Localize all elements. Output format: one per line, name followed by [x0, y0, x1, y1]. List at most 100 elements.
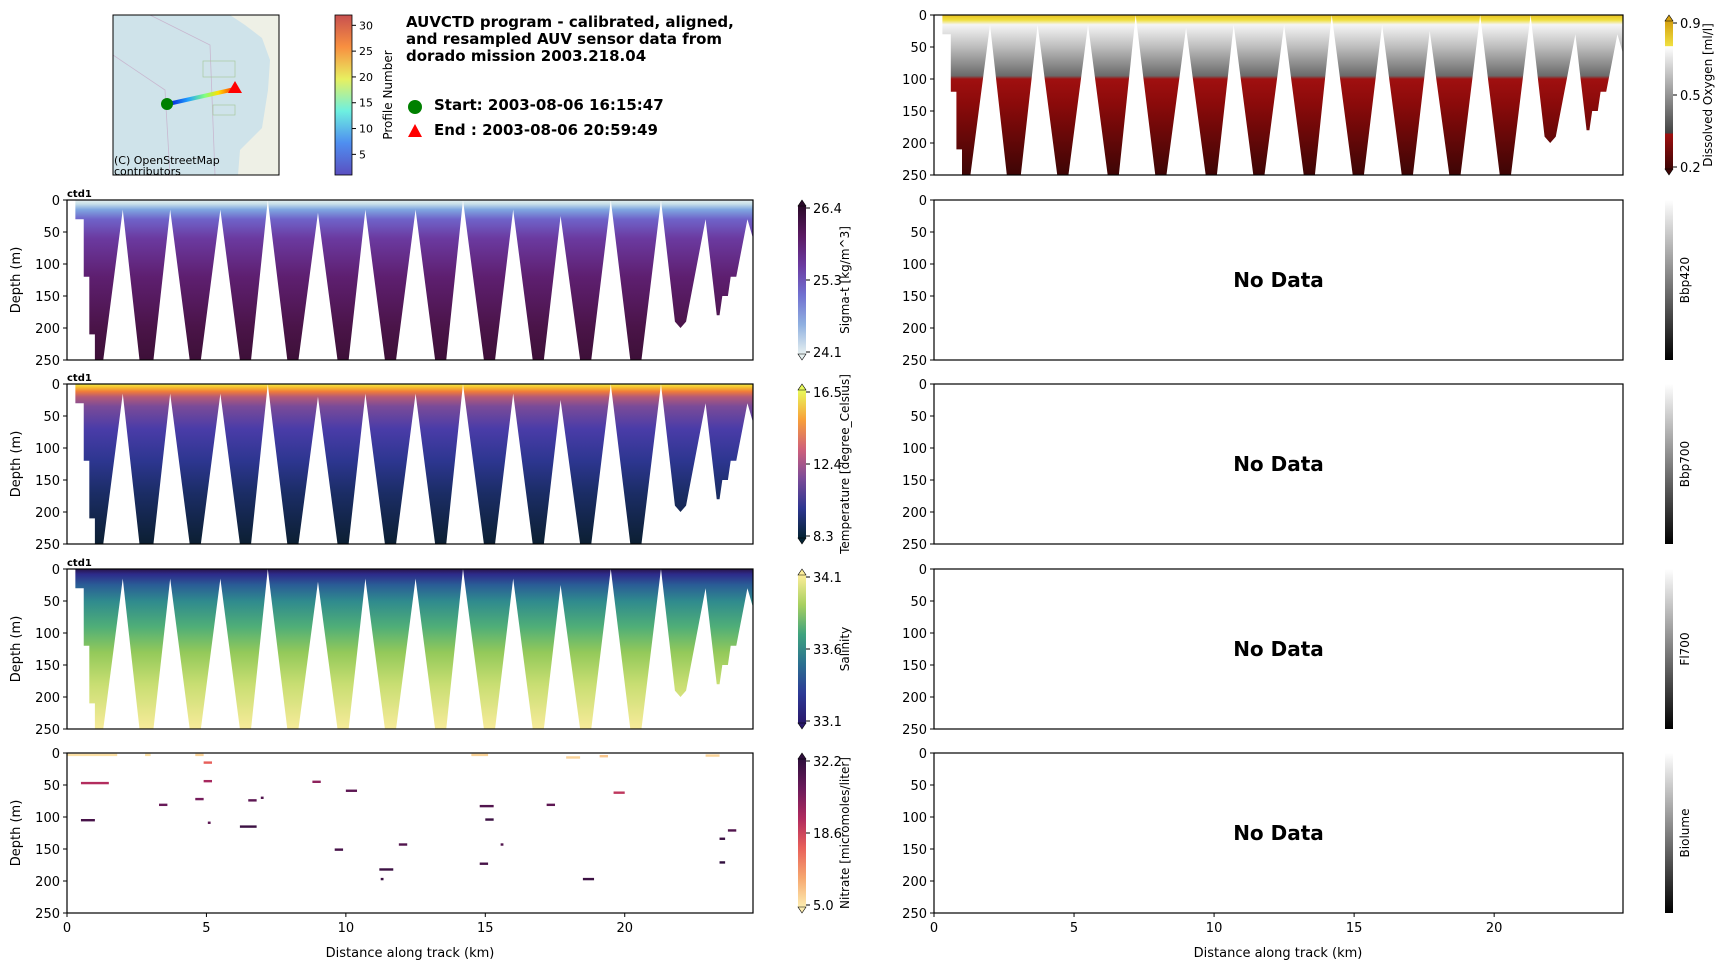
x-axis-label-left: Distance along track (km)	[326, 946, 495, 961]
temperature-colorbar	[798, 390, 806, 538]
panel-temperature: 0 50 100 150 200 250 Depth (m) ctd1 16.5 12.4 8.3 T…	[9, 373, 852, 555]
y-tick-label: 250	[902, 907, 927, 922]
x-tick-label: 10	[1206, 921, 1223, 936]
y-tick-label: 250	[35, 907, 60, 922]
nitrate-sample	[239, 825, 257, 828]
colorbar-tick-label: 24.1	[813, 346, 842, 361]
nitrate-sample	[719, 837, 726, 840]
y-axis-label: Depth (m)	[9, 800, 24, 867]
y-tick-label: 250	[902, 538, 927, 553]
axes-frame	[66, 752, 754, 914]
map-attribution: (C) OpenStreetMap	[114, 154, 220, 167]
colorbar-extend-min	[797, 353, 807, 361]
no-data-message: No Data	[1233, 821, 1324, 845]
instrument-tag: ctd1	[67, 189, 92, 200]
location-map: (C) OpenStreetMap contributors	[112, 14, 280, 178]
y-tick-label: 0	[52, 747, 60, 762]
y-tick-label: 150	[902, 659, 927, 674]
x-tick-label: 0	[930, 921, 938, 936]
colorbar-label: Bbp700	[1678, 441, 1692, 487]
nitrate-sample	[80, 781, 109, 785]
start-marker	[161, 98, 173, 110]
start-time: Start: 2003-08-06 16:15:47	[434, 96, 664, 114]
colorbar-extend-max	[797, 383, 807, 391]
axes-frame	[933, 752, 1624, 914]
nitrate-sample	[145, 753, 151, 757]
colorbar-label: Bbp420	[1678, 257, 1692, 303]
y-tick-label: 200	[35, 875, 60, 890]
instrument-tag: ctd1	[67, 558, 92, 569]
colorbar-label: Nitrate [micromoles/liter]	[838, 757, 852, 909]
nitrate-sample	[260, 796, 264, 799]
y-tick-label: 150	[902, 474, 927, 489]
colorbar-tick-label: 12.4	[813, 458, 842, 473]
colorbar-label: Dissolved Oxygen [ml/l]	[1701, 23, 1715, 167]
y-tick-label: 150	[902, 290, 927, 305]
y-tick-label: 100	[902, 627, 927, 642]
fl700-colorbar	[1665, 569, 1673, 729]
y-tick-label: 200	[902, 506, 927, 521]
y-tick-label: 100	[902, 258, 927, 273]
colorbar-tick-label: 33.1	[813, 715, 842, 730]
colorbar-label: Salinity	[838, 627, 852, 671]
x-tick-label: 5	[202, 921, 210, 936]
nitrate-sample	[207, 821, 211, 824]
biolume-colorbar	[1665, 753, 1673, 913]
nitrate-sample	[500, 843, 504, 846]
colorbar-tick-label: 26.4	[813, 202, 842, 217]
colorbar-extend-max	[797, 199, 807, 207]
nitrate-sample	[312, 780, 321, 783]
colorbar-label: Biolume	[1678, 809, 1692, 858]
nitrate-sample	[546, 803, 556, 807]
colorbar-extend-max	[1664, 14, 1674, 22]
nitrate-sample	[379, 868, 394, 871]
axes-frame	[933, 14, 1624, 176]
axes-frame	[933, 383, 1624, 545]
nitrate-sample	[203, 779, 213, 783]
map-boundary-lines	[112, 14, 216, 176]
y-tick-label: 200	[902, 691, 927, 706]
nitrate-sample	[479, 804, 494, 808]
nitrate-colorbar	[798, 759, 806, 907]
nitrate-sample	[345, 789, 358, 792]
colorbar-tick-label: 16.5	[813, 386, 842, 401]
colorbar-tick-label: 8.3	[813, 530, 834, 545]
y-tick-label: 0	[919, 194, 927, 209]
profile-colorbar-gradient	[334, 14, 353, 176]
colorbar-extend-min	[797, 722, 807, 730]
colorbar-label: Sigma-t [kg/m^3]	[838, 226, 852, 334]
axes-frame	[66, 568, 754, 730]
title-line: dorado mission 2003.218.04	[406, 47, 646, 65]
colorbar-tick-label: 33.6	[813, 643, 842, 658]
bbp700-colorbar	[1665, 384, 1673, 544]
colorbar-extend-max	[797, 568, 807, 576]
profile-colorbar-label: Profile Number	[381, 50, 395, 139]
x-tick-label: 10	[338, 921, 355, 936]
y-axis-label: Depth (m)	[9, 431, 24, 498]
y-tick-label: 150	[35, 290, 60, 305]
nitrate-sample	[727, 829, 737, 832]
map-land	[230, 15, 279, 175]
x-tick-label: 20	[616, 921, 633, 936]
dissolved-oxygen-colorbar	[1665, 21, 1673, 169]
y-tick-label: 100	[35, 627, 60, 642]
y-tick-label: 100	[35, 442, 60, 457]
y-tick-label: 50	[910, 410, 927, 425]
colorbar-tick-label: 32.2	[813, 755, 842, 770]
nitrate-sample	[471, 753, 489, 757]
end-marker	[228, 81, 242, 93]
dissolved-oxygen-section-field	[942, 15, 1623, 175]
colorbar-tick-label: 34.1	[813, 571, 842, 586]
colorbar-tick-label: 5.0	[813, 899, 834, 914]
panel-bbp700: No Data 0 50 100 150 200 250 Bbp700	[902, 378, 1692, 553]
y-tick-label: 200	[902, 137, 927, 152]
nitrate-sample	[398, 843, 408, 846]
axes-frame	[66, 199, 754, 361]
nitrate-sample	[599, 755, 608, 758]
colorbar-tick-label: 25.3	[813, 274, 842, 289]
salinity-section-field	[75, 569, 753, 729]
y-tick-label: 200	[35, 691, 60, 706]
colorbar-extend-max	[797, 752, 807, 760]
